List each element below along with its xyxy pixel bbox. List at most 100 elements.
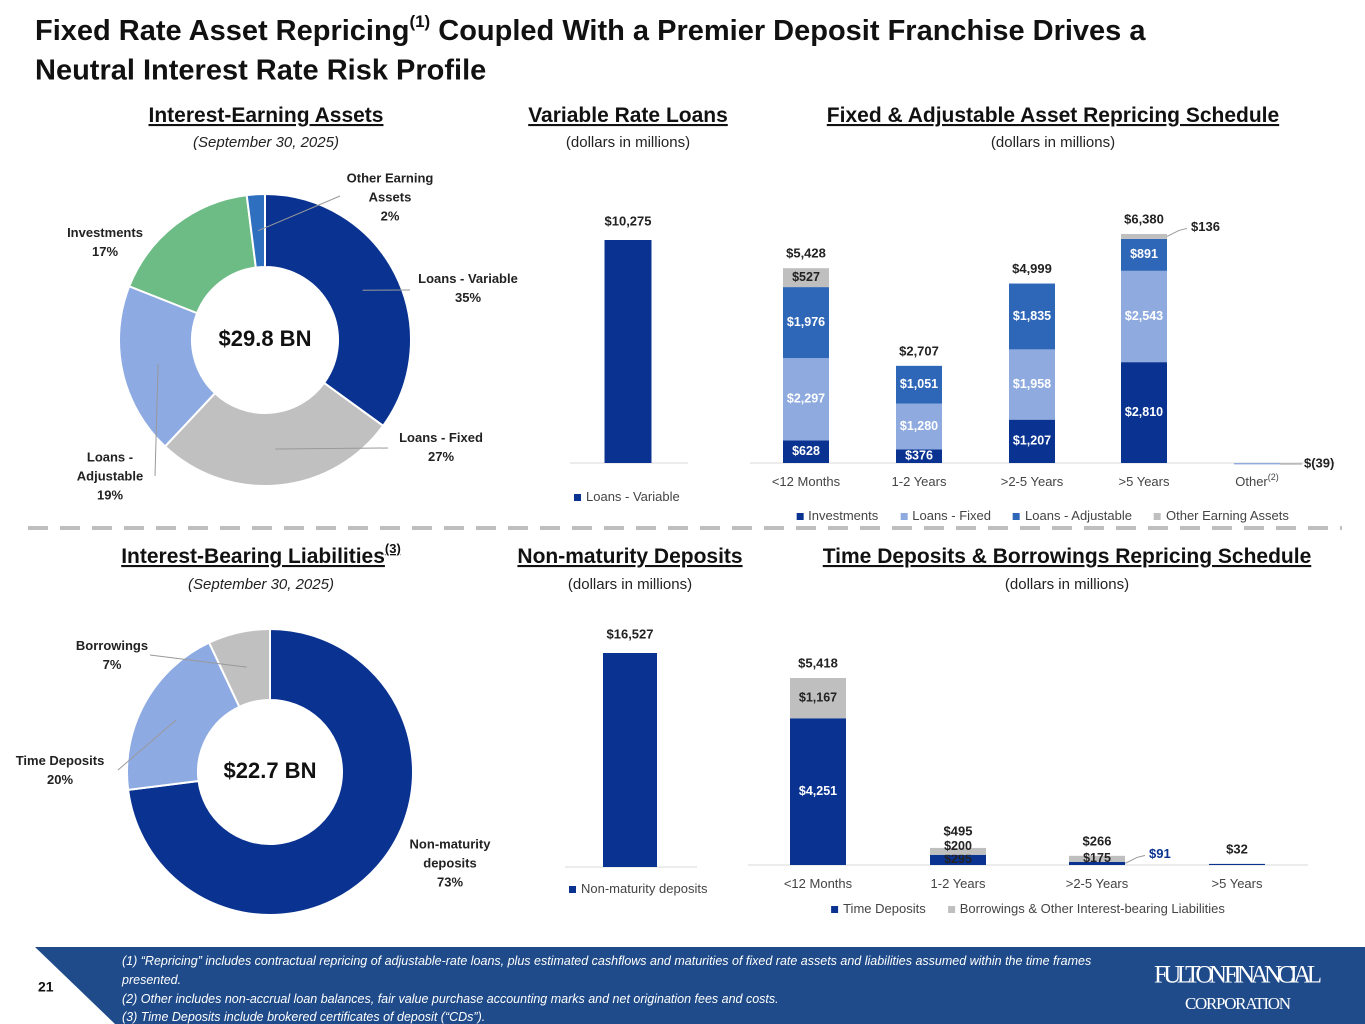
donut-center-label: $22.7 BN (224, 758, 317, 783)
bar-segment (790, 678, 846, 719)
segment-label: $1,280 (900, 419, 938, 433)
legend-label: Loans - Fixed (912, 508, 992, 523)
x-tick-label: >2-5 Years (1001, 474, 1064, 489)
slice-label: Non-maturity deposits 73% (395, 835, 505, 892)
logo-line: FULTON FINANCIAL (1154, 962, 1322, 989)
total-label: $266 (1083, 833, 1112, 848)
segment-label: $91 (1149, 846, 1171, 861)
segment-label: $295 (944, 852, 972, 866)
x-tick-text: <12 Months (772, 474, 841, 489)
chart-title-text: Non-maturity Deposits (517, 545, 742, 568)
chart-title-text: Interest-Bearing Liabilities (121, 545, 385, 568)
slice-label: Borrowings 7% (57, 636, 167, 674)
slice-value: 2% (380, 208, 400, 224)
title-note: (1) (409, 12, 430, 31)
slice-label: Investments 17% (50, 223, 160, 261)
x-tick-label: >5 Years (1119, 474, 1170, 489)
x-tick-text: Other (1235, 474, 1268, 489)
legend-swatch (1013, 513, 1021, 520)
slice-value: 19% (96, 487, 124, 503)
donut-slice (245, 192, 266, 269)
legend: Time Deposits Borrowings & Other Interest… (831, 901, 1225, 916)
slice-name: Loans - Fixed (399, 430, 483, 445)
chart-title: Interest-Bearing Liabilities(3) (121, 541, 401, 568)
slice-value: 35% (454, 290, 482, 305)
title-part: Coupled With a Premier Deposit Franchise… (430, 15, 1146, 47)
segment-label: $2,810 (1125, 405, 1163, 419)
slice-value: 20% (46, 772, 74, 787)
legend-swatch (796, 513, 804, 520)
x-tick-label: >2-5 Years (1066, 876, 1129, 891)
slice-value: 17% (91, 244, 119, 259)
segment-label: $1,207 (1013, 434, 1051, 448)
legend-item: Loans - Adjustable (1013, 508, 1132, 523)
segment-label: $527 (792, 270, 820, 284)
bar-segment (930, 854, 986, 865)
leader-line (1166, 227, 1188, 237)
slice-name: Non-maturity deposits (409, 836, 491, 871)
x-tick-text: <12 Months (784, 876, 853, 891)
chart-subtitle: (September 30, 2025) (188, 576, 334, 593)
leader-line (275, 447, 389, 450)
x-tick-label: >5 Years (1212, 876, 1263, 891)
logo-line: CORPORATION (1185, 994, 1291, 1013)
donut-slice (163, 381, 385, 487)
x-tick-text: 1-2 Years (931, 876, 986, 891)
legend-label: Borrowings & Other Interest-bearing Liab… (959, 901, 1225, 916)
slice-label: Other Earning Assets 2% (335, 169, 445, 226)
bar-segment (1121, 238, 1167, 271)
slice-label: Loans - Fixed 27% (386, 428, 496, 466)
bar-segment (1009, 349, 1055, 420)
chart-subtitle: (dollars in millions) (991, 134, 1115, 151)
bar-segment (896, 449, 942, 463)
total-label: $6,380 (1124, 211, 1164, 226)
slice-value: 73% (436, 874, 464, 890)
legend-swatch (900, 513, 908, 520)
legend-label: Loans - Variable (586, 489, 680, 504)
x-tick-text: >2-5 Years (1001, 474, 1064, 489)
slice-name: Time Deposits (15, 753, 105, 768)
chart-title-text: Time Deposits & Borrowings Repricing Sch… (823, 545, 1312, 568)
total-label: $(39) (1304, 455, 1334, 470)
slice-label: Loans - Adjustable 19% (65, 448, 155, 505)
donut-center-label: $29.8 BN (219, 326, 312, 351)
legend: Loans - Variable (574, 489, 680, 504)
legend: Investments Loans - Fixed Loans - Adjustab… (796, 508, 1289, 523)
bar-segment (1069, 855, 1125, 862)
chart-subtitle: (September 30, 2025) (193, 134, 339, 151)
leader-line (117, 719, 177, 771)
legend-label: Other Earning Assets (1165, 508, 1289, 523)
slice-name: Borrowings (75, 638, 149, 653)
slice-label: Time Deposits 20% (0, 751, 120, 789)
x-tick-label: 1-2 Years (892, 474, 947, 489)
segment-label: $1,958 (1013, 377, 1051, 391)
x-tick-text: >5 Years (1119, 474, 1170, 489)
legend-item: Loans - Variable (574, 489, 680, 504)
chart-title: Interest-Earning Assets (149, 104, 384, 127)
footnote: (2) Other includes non-accrual loan bala… (122, 992, 779, 1006)
footnote: (3) Time Deposits include brokered certi… (122, 1010, 486, 1024)
bar-segment (783, 287, 829, 359)
legend-item: Time Deposits (831, 901, 926, 916)
bar-segment (1069, 861, 1125, 865)
legend-item: Non-maturity deposits (569, 881, 707, 896)
legend-label: Non-maturity deposits (581, 881, 708, 896)
x-tick-label: <12 Months (772, 474, 841, 489)
total-label: $495 (944, 823, 973, 838)
legend-swatch (947, 906, 955, 913)
leader-line (1124, 854, 1146, 864)
segment-label: $376 (905, 449, 933, 463)
bar-segment (783, 358, 829, 441)
x-tick-note: (2) (1268, 472, 1279, 482)
slice-label: Loans - Variable 35% (403, 269, 533, 307)
page-number: 21 (38, 979, 54, 995)
leader-line (257, 195, 341, 232)
segment-label: $200 (944, 839, 972, 853)
x-tick-label: <12 Months (784, 876, 853, 891)
bar-segment (783, 440, 829, 463)
bar-segment (1009, 283, 1055, 350)
slice-name: Investments (67, 225, 143, 240)
slice-name: Loans - Adjustable (76, 449, 144, 484)
segment-label: $175 (1083, 851, 1111, 865)
legend-label: Investments (808, 508, 879, 523)
